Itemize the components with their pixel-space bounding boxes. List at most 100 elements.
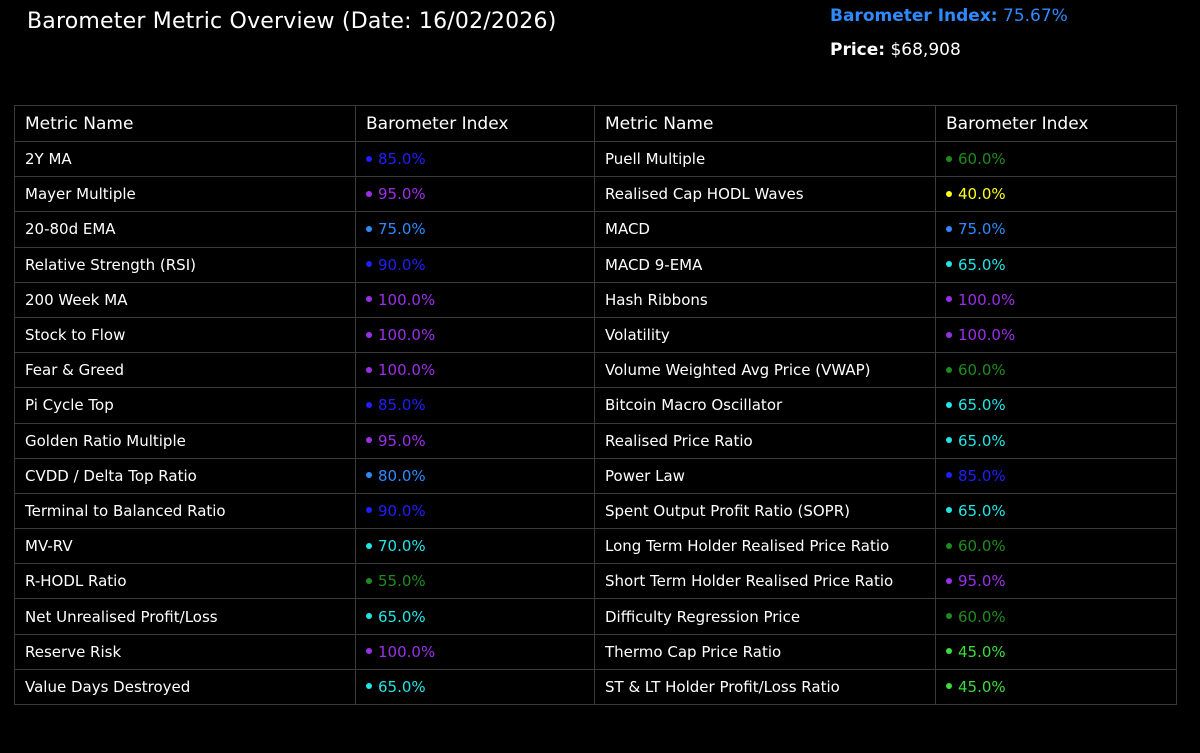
barometer-value-cell-left: 75.0% [355,211,595,248]
column-header-metric-name-right: Metric Name [594,105,936,142]
status-dot-icon [946,225,952,232]
metric-name-right: Volatility [594,316,936,354]
summary-panel: Barometer Index: 75.67% Price: $68,908 [830,5,1068,73]
table-row: Terminal to Balanced Ratio 90.0% Spent Out… [14,492,1177,530]
metric-name-left: Fear & Greed [14,352,356,389]
table-header-row: Metric Name Barometer Index Metric Name … [14,105,1177,142]
metric-name-right: Spent Output Profit Ratio (SOPR) [594,492,936,530]
barometer-index-value: 75.67% [1003,6,1068,26]
table-row: MV-RV 70.0% Long Term Holder Realised Pric… [14,528,1177,565]
barometer-value-left: 100.0% [378,361,436,380]
table-row: Fear & Greed 100.0% Volume Weighted Avg Pr… [14,352,1177,389]
status-dot-icon [366,472,372,479]
status-dot-icon [366,683,372,690]
barometer-value-cell-left: 55.0% [355,563,595,600]
price-label: Price: [830,40,886,60]
status-dot-icon [366,331,372,338]
barometer-value-cell-right: 60.0% [935,352,1177,389]
metric-name-left: 2Y MA [14,140,356,178]
barometer-index-summary: Barometer Index: 75.67% [830,5,1068,39]
status-dot-icon [946,331,952,338]
metric-name-right: Thermo Cap Price Ratio [594,633,936,670]
metric-name-left: Golden Ratio Multiple [14,422,356,459]
table-row: Value Days Destroyed 65.0% ST & LT Holder … [14,668,1177,706]
barometer-value-left: 80.0% [378,466,426,485]
barometer-value-cell-right: 65.0% [935,492,1177,530]
status-dot-icon [946,613,952,620]
status-dot-icon [946,472,952,479]
status-dot-icon [366,366,372,373]
status-dot-icon [946,366,952,373]
column-header-barometer-index-left: Barometer Index [355,105,595,142]
barometer-value-right: 75.0% [958,220,1006,239]
metric-name-left: Reserve Risk [14,633,356,670]
metric-name-left: Value Days Destroyed [14,668,356,706]
metric-name-right: Puell Multiple [594,140,936,178]
metric-name-left: R-HODL Ratio [14,563,356,600]
table-row: Stock to Flow 100.0% Volatility 100.0% [14,316,1177,354]
barometer-value-cell-right: 65.0% [935,246,1177,283]
barometer-value-cell-right: 60.0% [935,598,1177,635]
barometer-value-cell-right: 85.0% [935,457,1177,494]
barometer-value-right: 60.0% [958,150,1006,169]
barometer-value-right: 40.0% [958,185,1006,204]
barometer-value-cell-left: 65.0% [355,668,595,706]
metric-name-right: Hash Ribbons [594,281,936,318]
column-header-metric-name-left: Metric Name [14,105,356,142]
barometer-value-right: 95.0% [958,572,1006,591]
barometer-value-cell-left: 80.0% [355,457,595,494]
barometer-value-right: 60.0% [958,537,1006,556]
barometer-value-cell-left: 90.0% [355,246,595,283]
status-dot-icon [366,190,372,197]
barometer-value-cell-left: 100.0% [355,633,595,670]
barometer-value-left: 95.0% [378,185,426,204]
status-dot-icon [366,648,372,655]
barometer-value-cell-left: 100.0% [355,281,595,318]
barometer-value-cell-right: 75.0% [935,211,1177,248]
status-dot-icon [366,225,372,232]
barometer-value-cell-left: 90.0% [355,492,595,530]
barometer-value-right: 65.0% [958,501,1006,520]
barometer-value-right: 60.0% [958,607,1006,626]
status-dot-icon [366,261,372,268]
barometer-value-cell-right: 45.0% [935,633,1177,670]
barometer-value-right: 45.0% [958,677,1006,696]
metrics-table: Metric Name Barometer Index Metric Name … [14,105,1177,706]
barometer-value-right: 100.0% [958,326,1016,345]
metric-name-right: MACD [594,211,936,248]
metric-name-left: 200 Week MA [14,281,356,318]
metric-name-left: Mayer Multiple [14,176,356,213]
status-dot-icon [946,437,952,444]
status-dot-icon [946,577,952,584]
barometer-value-left: 90.0% [378,255,426,274]
barometer-value-right: 100.0% [958,290,1016,309]
table-row: Pi Cycle Top 85.0% Bitcoin Macro Oscillato… [14,387,1177,424]
status-dot-icon [946,507,952,514]
status-dot-icon [946,296,952,303]
status-dot-icon [946,190,952,197]
metric-name-right: Realised Cap HODL Waves [594,176,936,213]
barometer-value-cell-right: 65.0% [935,422,1177,459]
barometer-value-left: 95.0% [378,431,426,450]
metric-name-right: Long Term Holder Realised Price Ratio [594,528,936,565]
metric-name-right: Power Law [594,457,936,494]
status-dot-icon [366,613,372,620]
barometer-value-cell-right: 100.0% [935,281,1177,318]
status-dot-icon [946,648,952,655]
barometer-value-cell-left: 100.0% [355,316,595,354]
metric-name-right: Volume Weighted Avg Price (VWAP) [594,352,936,389]
metric-name-right: Difficulty Regression Price [594,598,936,635]
barometer-value-left: 100.0% [378,642,436,661]
metric-name-left: Pi Cycle Top [14,387,356,424]
barometer-value-cell-left: 95.0% [355,422,595,459]
barometer-value-right: 60.0% [958,361,1006,380]
barometer-value-left: 85.0% [378,150,426,169]
status-dot-icon [946,261,952,268]
table-row: Mayer Multiple 95.0% Realised Cap HODL Wav… [14,176,1177,213]
table-row: Reserve Risk 100.0% Thermo Cap Price Ratio… [14,633,1177,670]
metrics-table-body: 2Y MA 85.0% Puell Multiple 60.0% Mayer Multi… [14,140,1177,706]
metric-name-right: MACD 9-EMA [594,246,936,283]
status-dot-icon [946,542,952,549]
status-dot-icon [366,155,372,162]
barometer-value-cell-left: 70.0% [355,528,595,565]
